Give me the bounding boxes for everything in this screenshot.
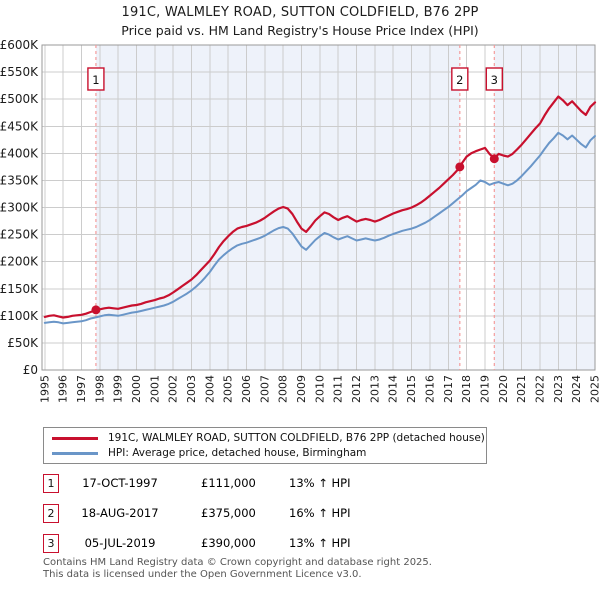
legend-label-hpi: HPI: Average price, detached house, Birm… — [108, 447, 367, 459]
y-tick-£350K: £350K — [0, 173, 39, 187]
x-tick-1998: 1998 — [93, 375, 106, 403]
x-tick-2025: 2025 — [589, 375, 600, 403]
marker-box-2-number: 2 — [456, 73, 463, 87]
sale-date-lines — [95, 45, 495, 370]
marker-box-2 — [451, 67, 469, 91]
y-tick-£600K: £600K — [0, 38, 39, 52]
x-tick-2020: 2020 — [497, 375, 510, 403]
footer-line-2: This data is licensed under the Open Gov… — [43, 568, 362, 580]
y-tick-£250K: £250K — [0, 228, 39, 242]
x-tick-1996: 1996 — [57, 375, 70, 403]
marker-box-1 — [87, 67, 105, 91]
hpi-line-swatch — [52, 451, 98, 455]
x-tick-2011: 2011 — [332, 375, 345, 403]
x-tick-2010: 2010 — [313, 375, 326, 403]
x-tick-2003: 2003 — [185, 375, 198, 403]
y-tick-£150K: £150K — [0, 282, 39, 296]
x-tick-2022: 2022 — [533, 375, 546, 403]
x-tick-2024: 2024 — [570, 375, 583, 403]
y-tick-£500K: £500K — [0, 92, 39, 106]
x-tick-2019: 2019 — [478, 375, 491, 403]
y-tick-£400K: £400K — [0, 146, 39, 160]
sale-dot-2 — [455, 162, 465, 172]
x-tick-2015: 2015 — [405, 375, 418, 403]
legend-label-property: 191C, WALMLEY ROAD, SUTTON COLDFIELD, B7… — [108, 432, 485, 444]
transaction-1-vs-hpi: 13% ↑ HPI — [289, 476, 351, 490]
transaction-3-price: £390,000 — [201, 536, 256, 550]
x-tick-2006: 2006 — [240, 375, 253, 403]
transaction-row-3: 3 05-JUL-2019 £390,000 13% ↑ HPI — [43, 533, 563, 553]
transaction-row-2: 2 18-AUG-2017 £375,000 16% ↑ HPI — [43, 503, 563, 523]
transaction-3-number-badge: 3 — [43, 533, 59, 553]
plot-border — [41, 44, 596, 371]
transaction-2-date: 18-AUG-2017 — [81, 506, 159, 520]
transaction-row-1: 1 17-OCT-1997 £111,000 13% ↑ HPI — [43, 473, 563, 493]
y-tick-£100K: £100K — [0, 309, 39, 323]
x-tick-2008: 2008 — [277, 375, 290, 403]
marker-box-3-number: 3 — [491, 73, 498, 87]
series-lines — [43, 95, 597, 325]
x-tick-2004: 2004 — [203, 375, 216, 403]
footer-line-1: Contains HM Land Registry data © Crown c… — [43, 557, 432, 568]
page-title: 191C, WALMLEY ROAD, SUTTON COLDFIELD, B7… — [121, 5, 479, 20]
sale-dot-1 — [91, 305, 101, 315]
y-tick-£550K: £550K — [0, 65, 39, 79]
marker-box-3 — [485, 67, 504, 91]
x-tick-2005: 2005 — [222, 375, 235, 403]
x-tick-1997: 1997 — [75, 375, 88, 403]
x-tick-2007: 2007 — [258, 375, 271, 403]
marker-box-1-number: 1 — [92, 73, 99, 87]
transaction-2-number-badge: 2 — [43, 503, 59, 523]
x-tick-2023: 2023 — [552, 375, 565, 403]
y-tick-£300K: £300K — [0, 201, 39, 215]
sale-marker-labels: 1 2 3 — [87, 67, 504, 91]
legend-item-property: 191C, WALMLEY ROAD, SUTTON COLDFIELD, B7… — [52, 432, 485, 444]
transaction-2-price: £375,000 — [201, 506, 256, 520]
sale-dot-3 — [489, 154, 499, 164]
y-tick-£0: £0 — [23, 363, 38, 377]
x-tick-2021: 2021 — [515, 375, 528, 403]
page-subtitle: Price paid vs. HM Land Registry's House … — [121, 23, 479, 38]
property-line-swatch — [52, 436, 98, 440]
y-tick-£450K: £450K — [0, 119, 39, 133]
x-tick-1999: 1999 — [112, 375, 125, 403]
x-tick-1995: 1995 — [38, 375, 51, 403]
x-tick-2001: 2001 — [148, 375, 161, 403]
x-tick-2016: 2016 — [423, 375, 436, 403]
legend-item-hpi: HPI: Average price, detached house, Birm… — [52, 447, 478, 459]
x-tick-2012: 2012 — [350, 375, 363, 403]
x-tick-2018: 2018 — [460, 375, 473, 403]
y-tick-£50K: £50K — [7, 336, 39, 350]
series-line-hpi — [43, 131, 596, 325]
transaction-1-price: £111,000 — [201, 476, 256, 490]
y-axis-labels: £600K £550K £500K £450K £400K £350K £300K £250K… — [0, 38, 39, 377]
transaction-1-date: 17-OCT-1997 — [82, 476, 158, 490]
chart-legend: 191C, WALMLEY ROAD, SUTTON COLDFIELD, B7… — [43, 427, 487, 464]
x-axis-labels: 1995 1996 1997 1998 1999 2000 2001 2002 2003 2004… — [38, 375, 600, 403]
transaction-3-date: 05-JUL-2019 — [84, 536, 156, 550]
price-chart: 1 2 3 £600K £550K £500K £450K £400K £350K £300K £2… — [0, 38, 600, 403]
transaction-2-vs-hpi: 16% ↑ HPI — [289, 506, 351, 520]
x-tick-2002: 2002 — [167, 375, 180, 403]
x-tick-2014: 2014 — [387, 375, 400, 403]
series-line-property — [43, 95, 597, 319]
x-tick-2013: 2013 — [368, 375, 381, 403]
x-tick-2000: 2000 — [130, 375, 143, 403]
transaction-1-number-badge: 1 — [43, 473, 59, 493]
x-tick-2009: 2009 — [295, 375, 308, 403]
sale-marker-dots — [91, 154, 499, 315]
transaction-3-vs-hpi: 13% ↑ HPI — [289, 536, 351, 550]
license-footer: Contains HM Land Registry data © Crown c… — [43, 557, 583, 580]
x-tick-2017: 2017 — [442, 375, 455, 403]
y-tick-£200K: £200K — [0, 255, 39, 269]
